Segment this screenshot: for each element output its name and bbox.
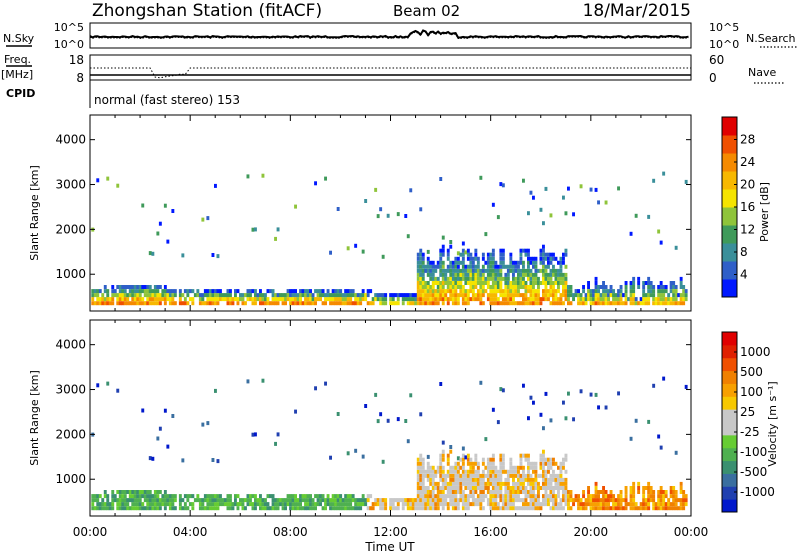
power-colorbar-tick: 16 <box>740 200 755 214</box>
nave-line <box>90 67 691 79</box>
power-panel-frame <box>89 114 692 312</box>
velocity-colorbar-segment <box>722 409 737 423</box>
noise-left-tick-top: 10^5 <box>54 21 84 34</box>
power-colorbar-segment <box>722 189 737 208</box>
noise-left-label: N.Sky <box>3 32 35 45</box>
date-label: 18/Mar/2015 <box>583 1 691 21</box>
noise-panel-frame <box>89 22 692 49</box>
velocity-ytick-label: 4000 <box>55 338 86 352</box>
nave-label: Nave <box>748 66 776 79</box>
cpid-text: normal (fast stereo) 153 <box>94 93 240 107</box>
power-colorbar-segment <box>722 261 737 280</box>
power-colorbar-tick: 20 <box>740 178 755 192</box>
velocity-colorbar-segment <box>722 422 737 436</box>
power-ytick-label: 4000 <box>55 133 86 147</box>
velocity-colorbar-segment <box>722 486 737 500</box>
noise-left-tick-bottom: 10^0 <box>54 38 84 51</box>
velocity-colorbar-tick: -25 <box>740 425 760 439</box>
time-tick-label: 00:00 <box>73 525 108 539</box>
freq-unit-label: [MHz] <box>1 68 33 81</box>
velocity-ytick-label: 2000 <box>55 427 86 441</box>
freq-right-tick-top: 60 <box>709 53 724 67</box>
noise-right-tick-bottom: 10^0 <box>709 38 739 51</box>
velocity-colorbar-segment <box>722 460 737 474</box>
freq-right-tick-bottom: 0 <box>709 71 717 85</box>
time-axis-title: Time UT <box>364 540 415 554</box>
power-data-cells <box>91 171 688 306</box>
noise-right-tick-top: 10^5 <box>709 21 739 34</box>
velocity-ylabel: Slant Range [km] <box>28 370 41 466</box>
power-colorbar-segment <box>722 225 737 244</box>
power-colorbar-tick: 4 <box>740 268 748 282</box>
time-tick-label: 12:00 <box>373 525 408 539</box>
power-colorbar-label: Power [dB] <box>758 182 771 242</box>
velocity-colorbar-segment <box>722 370 737 384</box>
freq-label: Freq. <box>4 53 31 66</box>
power-ytick-label: 2000 <box>55 222 86 236</box>
freq-left-tick-top: 18 <box>69 53 84 67</box>
power-panel: 1000 2000 3000 4000 Slant Range [km] <box>28 114 692 312</box>
power-colorbar-segment <box>722 135 737 154</box>
velocity-colorbar-tick: -1000 <box>740 485 775 499</box>
time-axis: 00:00 04:00 08:00 12:00 16:00 20:00 00:00 <box>73 525 709 539</box>
noise-panel: N.Sky 10^5 10^0 10^5 10^0 N.Search <box>3 21 798 51</box>
velocity-colorbar-tick: -500 <box>740 465 767 479</box>
power-colorbar-segment <box>722 207 737 226</box>
velocity-colorbar-segment <box>722 332 737 346</box>
velocity-colorbar-segment <box>722 434 737 449</box>
velocity-ytick-label: 1000 <box>55 472 86 486</box>
freq-panel: Freq. [MHz] CPID 18 8 60 0 Nave <box>1 53 784 100</box>
station-title: Zhongshan Station (fitACF) <box>92 1 322 21</box>
velocity-colorbar-tick: 100 <box>740 385 763 399</box>
velocity-panel: 1000 2000 3000 4000 Slant Range [km] <box>28 319 692 517</box>
noise-search-line <box>89 30 689 40</box>
velocity-colorbar-tick: 1000 <box>740 345 771 359</box>
time-tick-label: 08:00 <box>273 525 308 539</box>
noise-sky-line <box>89 29 689 39</box>
power-colorbar-tick: 28 <box>740 133 755 147</box>
time-tick-label: 16:00 <box>473 525 508 539</box>
velocity-ytick-label: 3000 <box>55 383 86 397</box>
time-tick-label: 20:00 <box>574 525 609 539</box>
power-colorbar-segment <box>722 153 737 172</box>
power-ytick-label: 3000 <box>55 178 86 192</box>
time-tick-label: 04:00 <box>173 525 208 539</box>
power-colorbar-tick: 12 <box>740 223 755 237</box>
power-ylabel: Slant Range [km] <box>28 165 41 261</box>
power-colorbar-segment <box>722 117 737 136</box>
beam-label: Beam 02 <box>393 2 460 20</box>
velocity-colorbar-segment <box>722 396 737 410</box>
power-colorbar-segment <box>722 171 737 190</box>
velocity-colorbar: -1000 -500 -100 -25 25 100 500 1000 <box>721 331 775 513</box>
velocity-colorbar-segment <box>722 473 737 487</box>
freq-left-tick-bottom: 8 <box>76 71 84 85</box>
power-colorbar-segment <box>722 279 737 298</box>
velocity-colorbar-segment <box>722 499 737 513</box>
velocity-colorbar-tick: -100 <box>740 445 767 459</box>
velocity-colorbar-tick: 500 <box>740 365 763 379</box>
power-colorbar-tick: 24 <box>740 155 755 169</box>
cpid-label: CPID <box>6 87 35 100</box>
power-colorbar: 4 8 12 16 20 24 28 <box>721 116 755 298</box>
velocity-colorbar-segment <box>722 344 737 359</box>
power-ytick-label: 1000 <box>55 267 86 281</box>
velocity-colorbar-segment <box>722 357 737 372</box>
velocity-data-cells <box>91 376 688 511</box>
power-colorbar-tick: 8 <box>740 245 748 259</box>
time-tick-label: 00:00 <box>674 525 709 539</box>
velocity-colorbar-segment <box>722 447 737 462</box>
velocity-colorbar-tick: 25 <box>740 405 755 419</box>
noise-right-label: N.Search <box>746 32 796 45</box>
velocity-colorbar-label: Velocity [m s⁻¹] <box>766 381 779 466</box>
velocity-panel-frame <box>89 319 692 517</box>
velocity-colorbar-segment <box>722 383 737 397</box>
power-colorbar-segment <box>722 243 737 262</box>
